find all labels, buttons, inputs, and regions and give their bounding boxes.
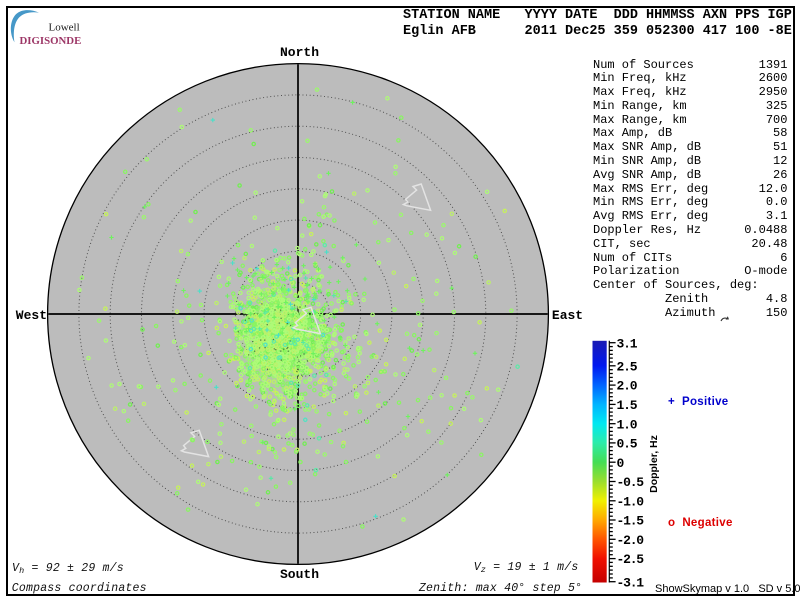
svg-text:-2.0: -2.0 (617, 533, 645, 548)
svg-text:-1.0: -1.0 (617, 494, 645, 509)
svg-text:Lowell: Lowell (49, 22, 80, 34)
svg-text:1.5: 1.5 (617, 398, 638, 413)
svg-text:0: 0 (617, 456, 625, 471)
svg-text:2.0: 2.0 (617, 379, 638, 394)
svg-text:1.0: 1.0 (617, 417, 638, 432)
svg-text:-3.1: -3.1 (617, 575, 645, 590)
svg-text:3.1: 3.1 (617, 336, 638, 351)
svg-text:DIGISONDE: DIGISONDE (20, 35, 82, 47)
svg-text:0.5: 0.5 (617, 437, 638, 452)
svg-text:-2.5: -2.5 (617, 552, 645, 567)
svg-text:-0.5: -0.5 (617, 475, 645, 490)
svg-text:2.5: 2.5 (617, 359, 638, 374)
svg-text:-1.5: -1.5 (617, 514, 645, 529)
